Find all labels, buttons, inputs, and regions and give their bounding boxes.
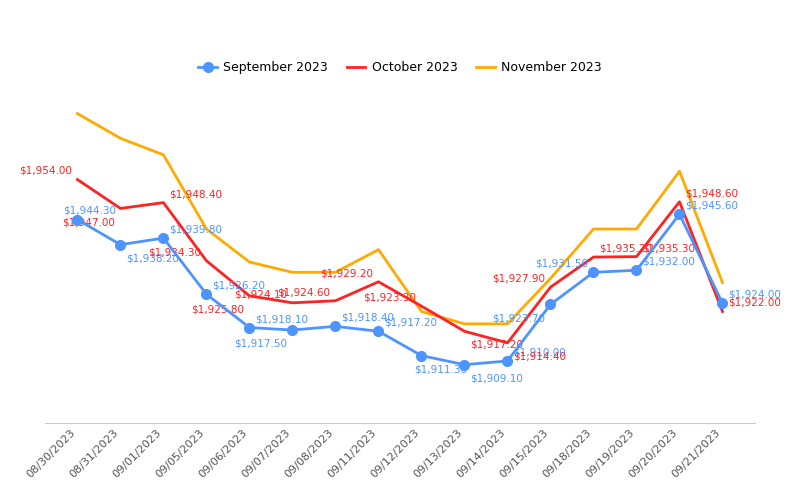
- Text: $1,931.50: $1,931.50: [535, 259, 588, 269]
- Text: $1,939.80: $1,939.80: [169, 225, 222, 235]
- Text: $1,924.00: $1,924.00: [728, 290, 781, 299]
- Text: $1,918.10: $1,918.10: [255, 314, 308, 324]
- Text: $1,935.20: $1,935.20: [599, 244, 652, 253]
- Text: $1,954.00: $1,954.00: [19, 166, 72, 176]
- Text: $1,923.70: $1,923.70: [492, 313, 545, 323]
- Text: $1,923.30: $1,923.30: [363, 293, 416, 302]
- Text: $1,927.90: $1,927.90: [492, 274, 545, 284]
- Text: $1,948.60: $1,948.60: [685, 188, 738, 198]
- Text: $1,935.30: $1,935.30: [642, 243, 695, 253]
- Text: $1,948.40: $1,948.40: [169, 189, 222, 199]
- Text: $1,918.40: $1,918.40: [341, 313, 394, 323]
- Text: $1,945.60: $1,945.60: [685, 200, 738, 210]
- Text: $1,934.30: $1,934.30: [148, 247, 201, 257]
- Text: $1,914.40: $1,914.40: [513, 351, 566, 361]
- Text: $1,917.20: $1,917.20: [470, 340, 523, 350]
- Text: $1,938.20: $1,938.20: [126, 253, 179, 263]
- Text: $1,909.10: $1,909.10: [470, 373, 523, 383]
- Text: $1,910.00: $1,910.00: [513, 347, 566, 357]
- Text: $1,925.80: $1,925.80: [191, 304, 244, 314]
- Text: $1,922.00: $1,922.00: [728, 298, 781, 308]
- Text: $1,932.00: $1,932.00: [642, 257, 695, 267]
- Text: $1,944.30: $1,944.30: [63, 206, 117, 216]
- Text: $1,911.30: $1,911.30: [414, 364, 467, 374]
- Text: $1,917.20: $1,917.20: [384, 318, 437, 328]
- Legend: September 2023, October 2023, November 2023: September 2023, October 2023, November 2…: [193, 56, 606, 79]
- Text: $1,924.10: $1,924.10: [234, 289, 287, 299]
- Text: $1,924.60: $1,924.60: [277, 287, 330, 297]
- Text: $1,926.20: $1,926.20: [212, 281, 265, 291]
- Text: $1,929.20: $1,929.20: [320, 268, 373, 278]
- Text: $1,917.50: $1,917.50: [234, 339, 287, 348]
- Text: $1,947.00: $1,947.00: [62, 217, 115, 227]
